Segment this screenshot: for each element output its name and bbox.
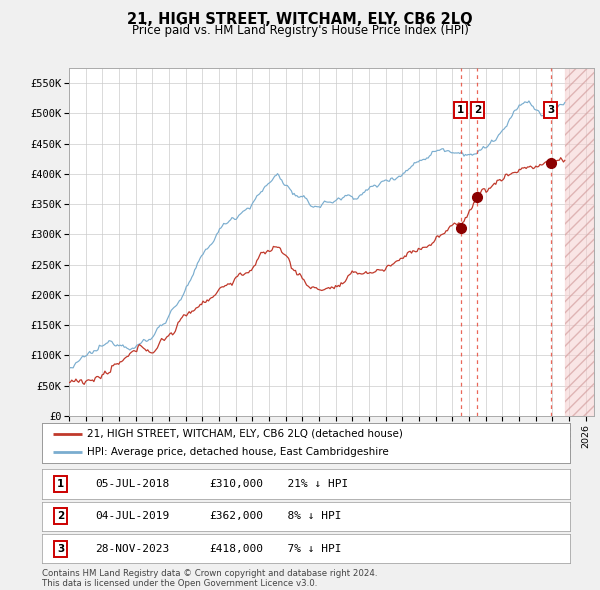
Text: 21, HIGH STREET, WITCHAM, ELY, CB6 2LQ (detached house): 21, HIGH STREET, WITCHAM, ELY, CB6 2LQ (… xyxy=(87,429,403,439)
Text: 3: 3 xyxy=(57,544,64,553)
Bar xyxy=(565,68,594,416)
Text: 21, HIGH STREET, WITCHAM, ELY, CB6 2LQ: 21, HIGH STREET, WITCHAM, ELY, CB6 2LQ xyxy=(127,12,473,27)
Text: HPI: Average price, detached house, East Cambridgeshire: HPI: Average price, detached house, East… xyxy=(87,447,389,457)
Text: Contains HM Land Registry data © Crown copyright and database right 2024.: Contains HM Land Registry data © Crown c… xyxy=(42,569,377,578)
Text: 7% ↓ HPI: 7% ↓ HPI xyxy=(274,544,342,553)
Text: Price paid vs. HM Land Registry's House Price Index (HPI): Price paid vs. HM Land Registry's House … xyxy=(131,24,469,37)
Text: 2: 2 xyxy=(57,512,64,521)
Text: 04-JUL-2019: 04-JUL-2019 xyxy=(95,512,169,521)
Text: 1: 1 xyxy=(457,104,464,114)
Text: 2: 2 xyxy=(474,104,481,114)
Text: 3: 3 xyxy=(547,104,554,114)
Text: 05-JUL-2018: 05-JUL-2018 xyxy=(95,479,169,489)
Text: 8% ↓ HPI: 8% ↓ HPI xyxy=(274,512,342,521)
Text: 1: 1 xyxy=(57,479,64,489)
Text: 21% ↓ HPI: 21% ↓ HPI xyxy=(274,479,349,489)
Text: 28-NOV-2023: 28-NOV-2023 xyxy=(95,544,169,553)
Bar xyxy=(565,68,594,416)
Text: £310,000: £310,000 xyxy=(210,479,264,489)
Text: £362,000: £362,000 xyxy=(210,512,264,521)
Text: £418,000: £418,000 xyxy=(210,544,264,553)
Text: This data is licensed under the Open Government Licence v3.0.: This data is licensed under the Open Gov… xyxy=(42,579,317,588)
